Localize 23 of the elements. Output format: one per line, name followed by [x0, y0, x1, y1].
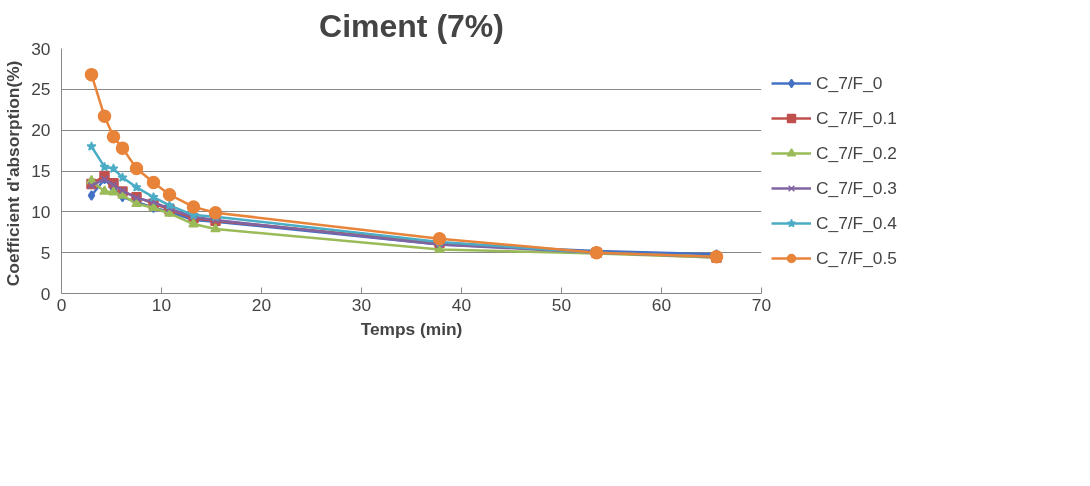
x-tick-label: 70 — [751, 294, 772, 315]
chart-title: Ciment (7%) — [319, 7, 504, 44]
y-tick-label: 5 — [40, 242, 51, 263]
y-tick-label: 20 — [31, 120, 51, 141]
legend-label: C_7/F_0.5 — [816, 247, 897, 269]
x-tick-label: 0 — [56, 294, 67, 315]
legend-label: C_7/F_0.3 — [816, 177, 897, 199]
y-tick-label: 25 — [31, 79, 51, 100]
x-axis-title: Temps (min) — [360, 318, 463, 339]
x-tick-label: 20 — [251, 294, 272, 315]
y-tick-label: 10 — [31, 201, 51, 222]
y-tick-label: 15 — [31, 161, 51, 181]
legend-label: C_7/F_0.2 — [816, 142, 897, 164]
legend-label: C_7/F_0.4 — [816, 212, 897, 234]
x-tick-label: 10 — [151, 294, 172, 315]
y-axis-title: Coefficient d'absorption(%) — [3, 60, 24, 287]
y-tick-label: 30 — [31, 38, 51, 59]
x-tick-label: 60 — [651, 294, 672, 315]
legend-label: C_7/F_0.1 — [816, 107, 897, 129]
x-tick-label: 40 — [451, 294, 472, 315]
x-tick-label: 50 — [551, 294, 572, 315]
legend-label: C_7/F_0 — [816, 72, 883, 94]
x-tick-label: 30 — [351, 294, 372, 315]
